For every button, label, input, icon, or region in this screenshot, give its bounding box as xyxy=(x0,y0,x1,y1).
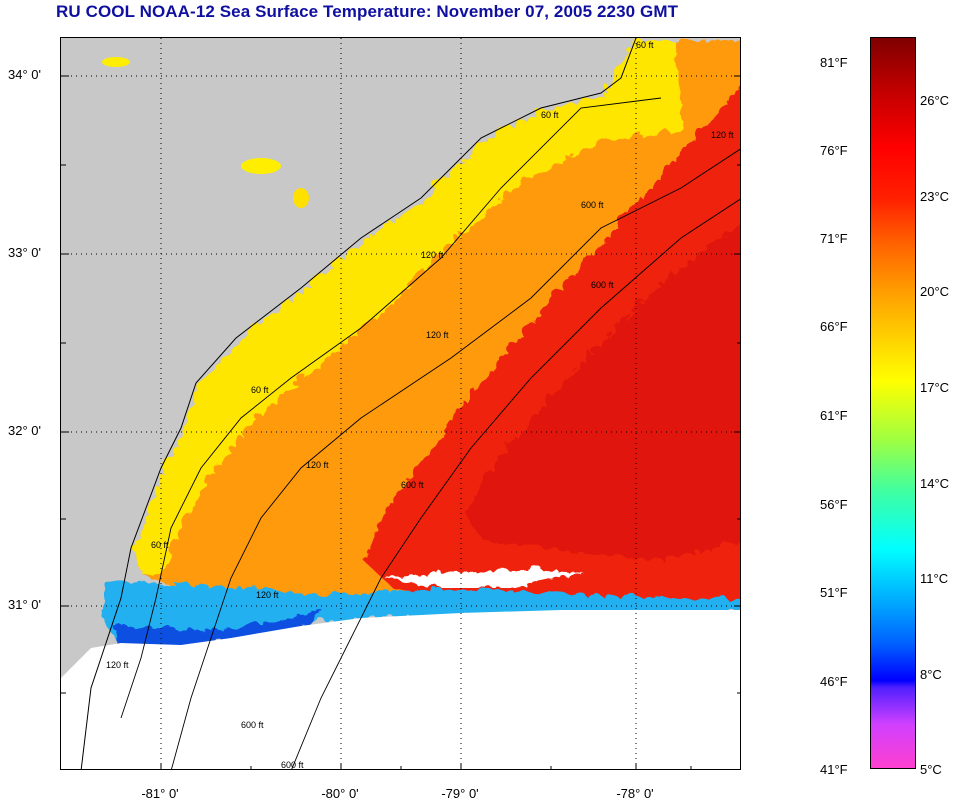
contour-label: 60 ft xyxy=(251,385,269,395)
colorbar-f-label: 56°F xyxy=(820,497,848,512)
inland-lake xyxy=(241,158,281,174)
colorbar-f-label: 61°F xyxy=(820,408,848,423)
colorbar-f-label: 51°F xyxy=(820,585,848,600)
contour-label: 60 ft xyxy=(151,540,169,550)
lon-label: -78° 0' xyxy=(616,786,654,801)
contour-label: 120 ft xyxy=(711,130,734,140)
inland-lake xyxy=(102,57,130,67)
isobath-contours xyxy=(120,97,740,769)
contour-label: 120 ft xyxy=(256,590,279,600)
colorbar-f-label: 76°F xyxy=(820,143,848,158)
coastline xyxy=(80,38,637,769)
colorbar-f-label: 81°F xyxy=(820,55,848,70)
colorbar-c-label: 23°C xyxy=(920,189,950,204)
lat-label: 31° 0' xyxy=(8,597,41,612)
lon-label: -79° 0' xyxy=(441,786,479,801)
map-title: RU COOL NOAA-12 Sea Surface Temperature:… xyxy=(56,2,679,21)
axis-ticks xyxy=(61,75,740,769)
sst-map-canvas: 60 ft 60 ft 60 ft 60 ft 120 ft 120 ft 12… xyxy=(61,38,740,770)
colorbar-c-label: 8°C xyxy=(920,667,942,682)
contour-label: 120 ft xyxy=(421,250,444,260)
contour-label: 600 ft xyxy=(241,720,264,730)
contour-label: 600 ft xyxy=(281,760,304,770)
colorbar-c-label: 17°C xyxy=(920,380,950,395)
nearshore-warm-band xyxy=(131,38,681,573)
contour-label: 120 ft xyxy=(306,460,329,470)
contour-label: 600 ft xyxy=(581,200,604,210)
gulf-stream-core xyxy=(461,219,740,558)
contour-label-group: 60 ft 60 ft 60 ft 60 ft 120 ft 120 ft 12… xyxy=(106,40,734,770)
colorbar-c-label: 14°C xyxy=(920,476,950,491)
lon-label: -81° 0' xyxy=(141,786,179,801)
colorbar-c-label: 20°C xyxy=(920,284,950,299)
sst-map[interactable]: 60 ft 60 ft 60 ft 60 ft 120 ft 120 ft 12… xyxy=(60,37,741,770)
colorbar-c-label: 5°C xyxy=(920,762,942,777)
lat-label: 33° 0' xyxy=(8,245,41,260)
contour-label: 600 ft xyxy=(401,480,424,490)
colorbar-c-label: 11°C xyxy=(920,571,949,586)
cold-water-band xyxy=(101,578,740,648)
inland-lake xyxy=(293,188,309,208)
colorbar-f-label: 66°F xyxy=(820,319,848,334)
contour-label: 120 ft xyxy=(426,330,449,340)
contour-label: 60 ft xyxy=(636,40,654,50)
cloud-gap xyxy=(381,566,581,586)
lat-label: 32° 0' xyxy=(8,423,41,438)
graticule xyxy=(61,38,740,769)
cold-water-deep xyxy=(111,608,321,645)
colorbar-f-label: 41°F xyxy=(820,762,848,777)
colorbar-f-label: 71°F xyxy=(820,231,848,246)
contour-label: 60 ft xyxy=(541,110,559,120)
colorbar-c-label: 26°C xyxy=(920,93,950,108)
temperature-colorbar xyxy=(870,37,916,769)
no-data-region xyxy=(61,610,740,769)
colorbar-f-label: 46°F xyxy=(820,674,848,689)
contour-label: 120 ft xyxy=(106,660,129,670)
lat-label: 34° 0' xyxy=(8,67,41,82)
contour-label: 600 ft xyxy=(591,280,614,290)
lon-label: -80° 0' xyxy=(321,786,359,801)
